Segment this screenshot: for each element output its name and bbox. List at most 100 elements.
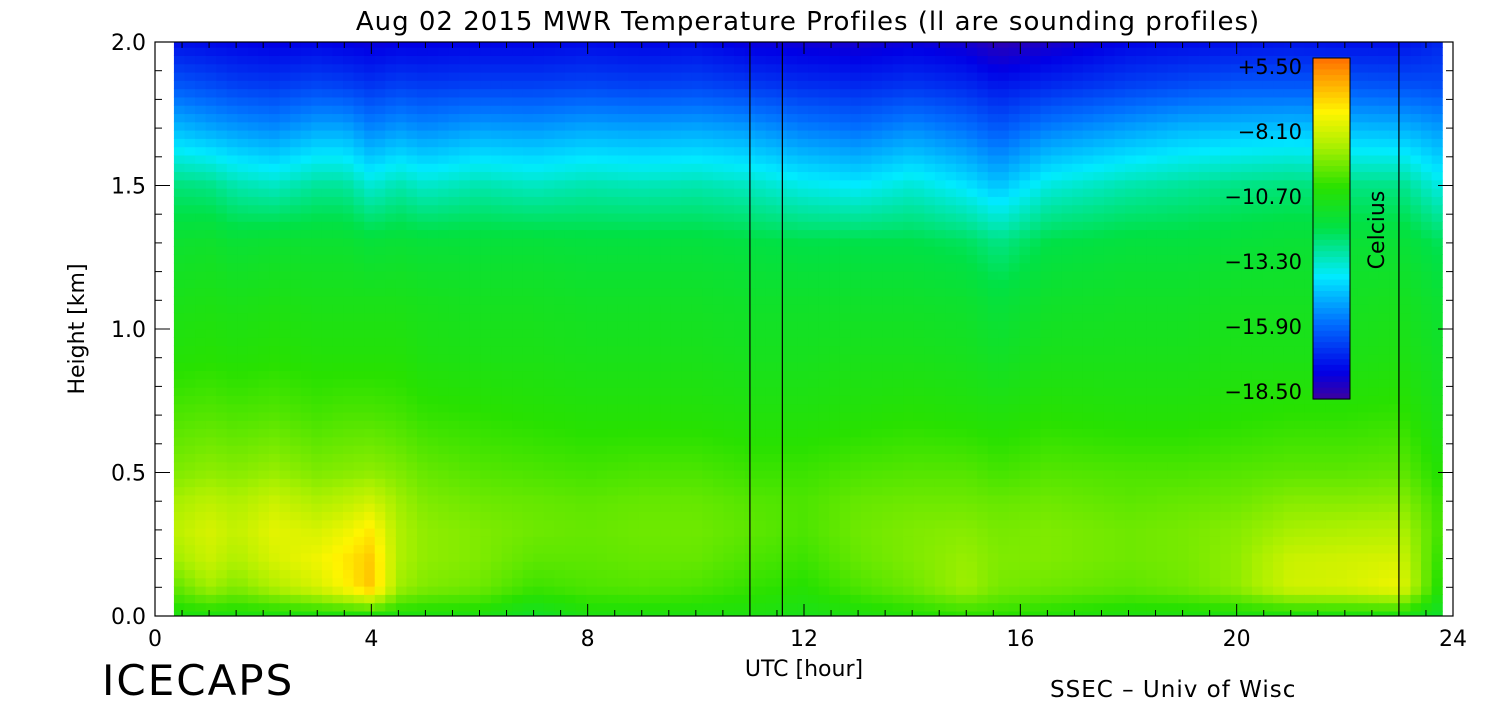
heatmap-cell <box>226 42 238 48</box>
heatmap-cell <box>734 403 746 413</box>
heatmap-cell <box>660 212 672 222</box>
heatmap-cell <box>512 403 524 413</box>
heatmap-cell <box>660 270 672 280</box>
heatmap-cell <box>300 519 312 529</box>
heatmap-cell <box>374 469 386 479</box>
heatmap-cell <box>702 569 714 579</box>
heatmap-cell <box>321 436 334 446</box>
heatmap-cell <box>797 130 809 139</box>
heatmap-cell <box>882 96 894 106</box>
heatmap-cell <box>723 270 735 280</box>
heatmap-cell <box>575 295 587 305</box>
heatmap-cell <box>681 121 693 131</box>
heatmap-cell <box>533 237 545 247</box>
heatmap-cell <box>871 395 883 405</box>
heatmap-cell <box>564 179 577 189</box>
heatmap-cell <box>533 287 545 297</box>
heatmap-cell <box>638 403 651 413</box>
heatmap-cell <box>427 96 439 106</box>
heatmap-cell <box>818 561 830 571</box>
heatmap-cell <box>554 179 566 189</box>
heatmap-cell <box>850 279 862 289</box>
heatmap-cell <box>734 594 746 604</box>
heatmap-cell <box>501 610 513 616</box>
heatmap-cell <box>564 519 577 529</box>
heatmap-cell <box>205 445 217 454</box>
heatmap-cell <box>892 536 904 546</box>
heatmap-cell <box>638 146 651 156</box>
heatmap-cell <box>649 188 661 197</box>
heatmap-cell <box>247 304 260 314</box>
heatmap-cell <box>860 312 873 322</box>
heatmap-cell <box>533 47 545 56</box>
heatmap-cell <box>385 221 397 231</box>
heatmap-cell <box>871 138 883 148</box>
heatmap-cell <box>786 511 799 521</box>
heatmap-cell <box>660 569 672 579</box>
heatmap-cell <box>522 594 534 604</box>
heatmap-cell <box>332 254 344 264</box>
heatmap-cell <box>522 130 534 139</box>
heatmap-cell <box>607 420 619 430</box>
heatmap-cell <box>797 511 809 521</box>
heatmap-cell <box>586 519 598 529</box>
heatmap-cell <box>395 312 408 322</box>
heatmap-cell <box>808 494 820 504</box>
heatmap-cell <box>205 428 217 438</box>
heatmap-cell <box>417 204 429 214</box>
heatmap-cell <box>850 221 862 231</box>
heatmap-cell <box>860 80 873 90</box>
heatmap-cell <box>385 569 397 579</box>
heatmap-cell <box>829 212 841 222</box>
heatmap-cell <box>723 204 735 214</box>
heatmap-cell <box>300 527 312 537</box>
heatmap-cell <box>480 586 492 595</box>
heatmap-cell <box>205 270 217 280</box>
heatmap-cell <box>247 262 260 272</box>
heatmap-cell <box>607 246 619 255</box>
heatmap-cell <box>617 519 629 529</box>
heatmap-cell <box>670 254 682 264</box>
heatmap-cell <box>469 445 482 454</box>
heatmap-cell <box>734 320 746 330</box>
heatmap-cell <box>173 420 186 430</box>
heatmap-cell <box>438 254 450 264</box>
heatmap-cell <box>290 602 302 612</box>
heatmap-cell <box>702 188 714 197</box>
heatmap-cell <box>702 337 714 347</box>
heatmap-cell <box>184 179 196 189</box>
heatmap-cell <box>818 445 830 454</box>
heatmap-cell <box>522 345 534 355</box>
heatmap-cell <box>850 577 862 587</box>
heatmap-cell <box>628 279 640 289</box>
heatmap-cell <box>649 196 661 206</box>
heatmap-cell <box>691 312 703 322</box>
heatmap-cell <box>480 461 492 471</box>
heatmap-cell <box>247 287 260 297</box>
heatmap-cell <box>417 146 429 156</box>
heatmap-cell <box>459 279 471 289</box>
heatmap-cell <box>522 353 534 363</box>
heatmap-cell <box>712 304 725 314</box>
heatmap-cell <box>723 461 735 471</box>
heatmap-cell <box>871 478 883 488</box>
heatmap-cell <box>702 469 714 479</box>
heatmap-cell <box>501 287 513 297</box>
heatmap-cell <box>343 42 355 48</box>
heatmap-cell <box>522 254 534 264</box>
heatmap-cell <box>596 304 608 314</box>
heatmap-cell <box>480 312 492 322</box>
heatmap-cell <box>364 154 376 164</box>
heatmap-cell <box>490 411 503 421</box>
heatmap-cell <box>712 221 725 231</box>
heatmap-cell <box>512 121 524 131</box>
heatmap-cell <box>469 105 482 115</box>
heatmap-cell <box>691 212 703 222</box>
heatmap-cell <box>755 577 767 587</box>
heatmap-cell <box>681 503 693 512</box>
heatmap-cell <box>543 486 556 496</box>
heatmap-cell <box>269 411 281 421</box>
heatmap-cell <box>321 552 334 562</box>
heatmap-cell <box>734 71 746 81</box>
heatmap-cell <box>839 478 851 488</box>
